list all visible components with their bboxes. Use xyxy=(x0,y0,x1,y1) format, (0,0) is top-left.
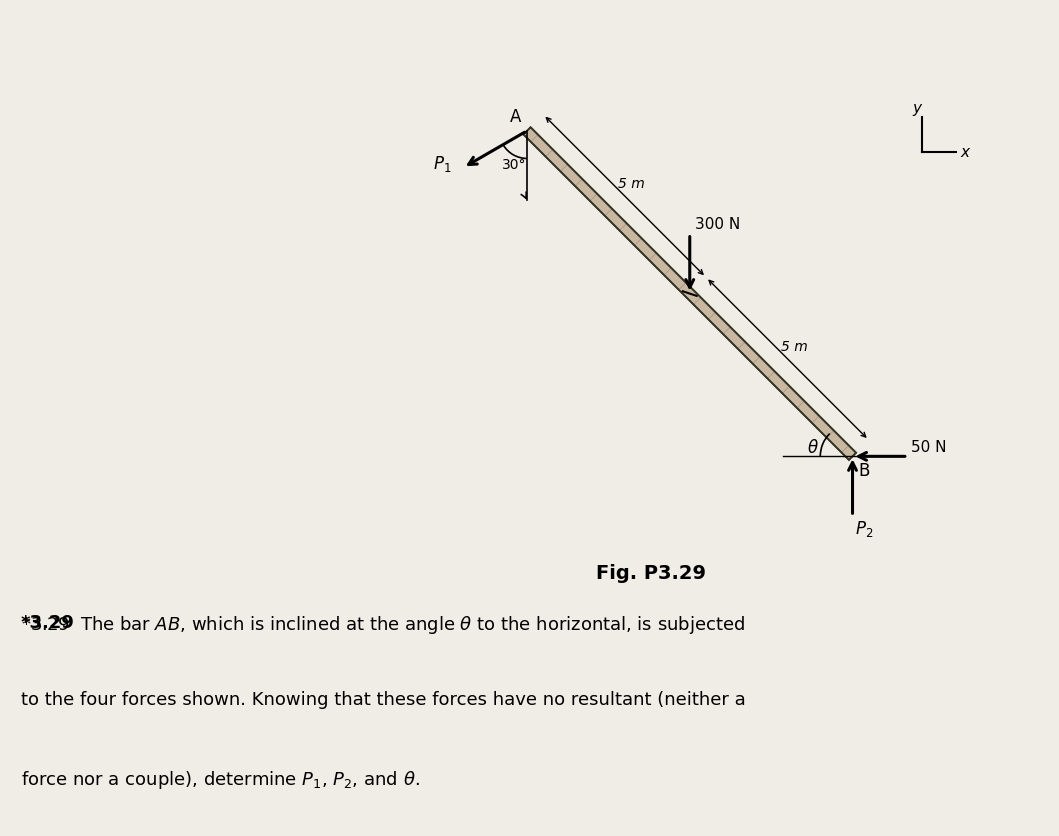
Text: 5 m: 5 m xyxy=(618,177,645,191)
Text: 30°: 30° xyxy=(502,158,526,171)
Text: 300 N: 300 N xyxy=(696,217,740,232)
Text: $\theta$: $\theta$ xyxy=(807,439,820,456)
Polygon shape xyxy=(523,128,856,461)
Text: x: x xyxy=(961,145,970,160)
Text: *3.29  The bar $AB$, which is inclined at the angle $\theta$ to the horizontal, : *3.29 The bar $AB$, which is inclined at… xyxy=(21,613,746,635)
Text: $P_2$: $P_2$ xyxy=(855,519,873,539)
Text: Fig. P3.29: Fig. P3.29 xyxy=(596,563,706,582)
Text: y: y xyxy=(913,100,921,115)
Text: A: A xyxy=(510,108,521,126)
Text: 5 m: 5 m xyxy=(780,339,808,354)
Text: to the four forces shown. Knowing that these forces have no resultant (neither a: to the four forces shown. Knowing that t… xyxy=(21,691,746,709)
Text: 50 N: 50 N xyxy=(912,440,947,455)
Text: $P_1$: $P_1$ xyxy=(433,154,452,174)
Text: *3.29: *3.29 xyxy=(21,613,75,631)
Text: force nor a couple), determine $P_1$, $P_2$, and $\theta$.: force nor a couple), determine $P_1$, $P… xyxy=(21,768,419,790)
Text: B: B xyxy=(858,461,869,479)
